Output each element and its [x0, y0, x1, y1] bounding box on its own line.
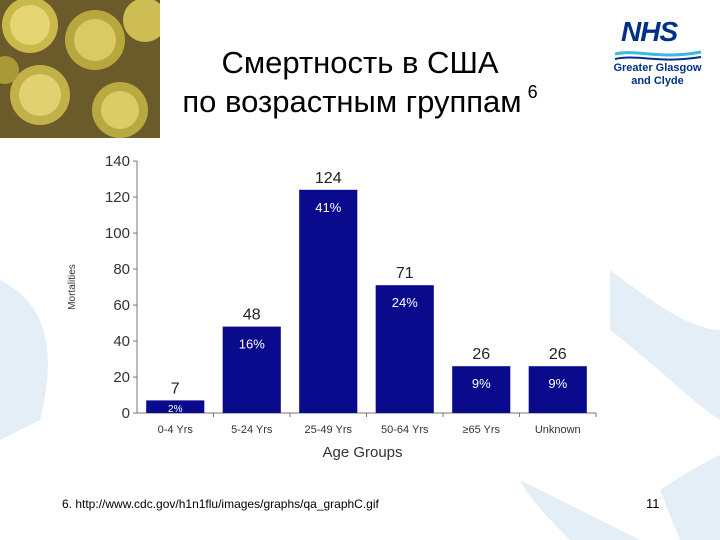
watermark-swoosh-left — [0, 280, 48, 440]
bar — [375, 285, 434, 413]
nhs-logo-text: NHS — [621, 16, 678, 47]
nhs-logo: NHS Greater Glasgow and Clyde — [605, 12, 710, 87]
bar-percent-label: 16% — [239, 337, 265, 352]
y-tick-label: 20 — [113, 369, 130, 386]
x-tick-label: 0-4 Yrs — [158, 424, 194, 436]
title-superscript: 6 — [527, 82, 538, 102]
x-tick-label: 50-64 Yrs — [381, 424, 429, 436]
bar-value-label: 124 — [315, 170, 342, 187]
bar — [222, 326, 281, 413]
title-text: по возрастным группам — [182, 84, 522, 119]
bar-percent-label: 2% — [168, 404, 183, 415]
x-tick-label: 25-49 Yrs — [305, 424, 353, 436]
bar-percent-label: 9% — [548, 376, 567, 391]
bar-value-label: 26 — [472, 346, 490, 363]
x-tick-label: Unknown — [535, 424, 581, 436]
slide-title-line2: по возрастным группам 6 — [160, 82, 560, 120]
slide-title-line1: Смертность в США — [221, 45, 499, 80]
x-tick-label: ≥65 Yrs — [462, 424, 500, 436]
bar-percent-label: 41% — [315, 200, 341, 215]
footnote: 6. http://www.cdc.gov/h1n1flu/images/gra… — [62, 497, 379, 511]
x-tick-label: 5-24 Yrs — [231, 424, 273, 436]
bar-value-label: 71 — [396, 265, 414, 282]
bar — [528, 366, 587, 413]
page-number: 11 — [646, 496, 660, 511]
bar — [146, 400, 205, 413]
mortality-bar-chart: 0 20 40 60 80 100 120 140 Mortalities 7 2% 0-4 Yrs 4… — [67, 153, 597, 461]
watermark-swoosh-right-bottom — [660, 455, 720, 540]
bar — [299, 189, 358, 413]
bar-value-label: 26 — [549, 346, 567, 363]
nhs-logo-line2: and Clyde — [631, 75, 684, 87]
y-axis-label: Mortalities — [67, 264, 78, 310]
watermark-swoosh-right — [610, 270, 720, 420]
bar — [452, 366, 511, 413]
y-tick-label: 0 — [122, 405, 130, 422]
bar-value-label: 7 — [171, 380, 180, 397]
x-axis-label: Age Groups — [322, 444, 402, 461]
watermark-swoosh-bottom — [520, 480, 640, 540]
y-tick-label: 60 — [113, 297, 130, 314]
nhs-logo-swoosh — [614, 50, 702, 61]
bar-value-label: 48 — [243, 307, 261, 324]
y-tick-label: 80 — [113, 261, 130, 278]
y-tick-label: 100 — [105, 225, 130, 242]
y-tick-label: 120 — [105, 189, 130, 206]
bar-percent-label: 9% — [472, 376, 491, 391]
bar-percent-label: 24% — [392, 295, 418, 310]
virus-image — [0, 0, 160, 138]
y-tick-label: 40 — [113, 333, 130, 350]
y-tick-label: 140 — [105, 153, 130, 170]
nhs-logo-line1: Greater Glasgow — [613, 62, 702, 74]
